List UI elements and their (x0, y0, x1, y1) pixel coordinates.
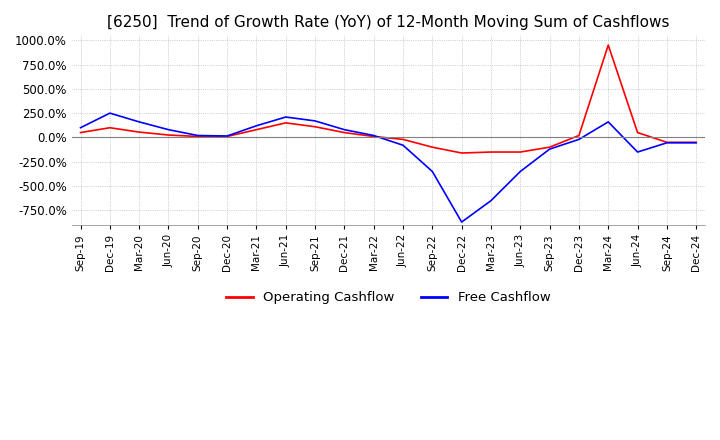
Operating Cashflow (457, 150, 466, 156)
Free Cashflow (575, 137, 583, 142)
Line: Free Cashflow: Free Cashflow (81, 113, 696, 222)
Free Cashflow (340, 127, 348, 132)
Operating Cashflow (282, 120, 290, 125)
Operating Cashflow (634, 130, 642, 135)
Operating Cashflow (604, 42, 613, 48)
Operating Cashflow (252, 127, 261, 132)
Operating Cashflow (516, 150, 525, 155)
Free Cashflow (194, 133, 202, 138)
Title: [6250]  Trend of Growth Rate (YoY) of 12-Month Moving Sum of Cashflows: [6250] Trend of Growth Rate (YoY) of 12-… (107, 15, 670, 30)
Free Cashflow (604, 119, 613, 125)
Free Cashflow (516, 169, 525, 174)
Operating Cashflow (662, 139, 671, 145)
Operating Cashflow (135, 129, 143, 135)
Free Cashflow (487, 198, 495, 203)
Operating Cashflow (222, 134, 231, 139)
Free Cashflow (369, 133, 378, 138)
Free Cashflow (692, 140, 701, 146)
Operating Cashflow (194, 134, 202, 139)
Operating Cashflow (399, 137, 408, 142)
Operating Cashflow (692, 139, 701, 145)
Operating Cashflow (575, 133, 583, 138)
Free Cashflow (399, 143, 408, 148)
Operating Cashflow (106, 125, 114, 130)
Free Cashflow (282, 114, 290, 120)
Free Cashflow (457, 220, 466, 225)
Line: Operating Cashflow: Operating Cashflow (81, 45, 696, 153)
Operating Cashflow (340, 130, 348, 135)
Operating Cashflow (369, 134, 378, 139)
Operating Cashflow (164, 132, 173, 138)
Free Cashflow (311, 118, 320, 124)
Free Cashflow (634, 150, 642, 155)
Free Cashflow (76, 125, 85, 130)
Free Cashflow (135, 119, 143, 125)
Free Cashflow (545, 147, 554, 152)
Operating Cashflow (76, 130, 85, 135)
Operating Cashflow (545, 144, 554, 150)
Operating Cashflow (487, 150, 495, 155)
Free Cashflow (662, 140, 671, 146)
Free Cashflow (164, 127, 173, 132)
Free Cashflow (252, 123, 261, 128)
Operating Cashflow (428, 144, 436, 150)
Free Cashflow (428, 169, 436, 174)
Free Cashflow (106, 110, 114, 116)
Legend: Operating Cashflow, Free Cashflow: Operating Cashflow, Free Cashflow (221, 286, 556, 309)
Free Cashflow (222, 133, 231, 139)
Operating Cashflow (311, 124, 320, 129)
